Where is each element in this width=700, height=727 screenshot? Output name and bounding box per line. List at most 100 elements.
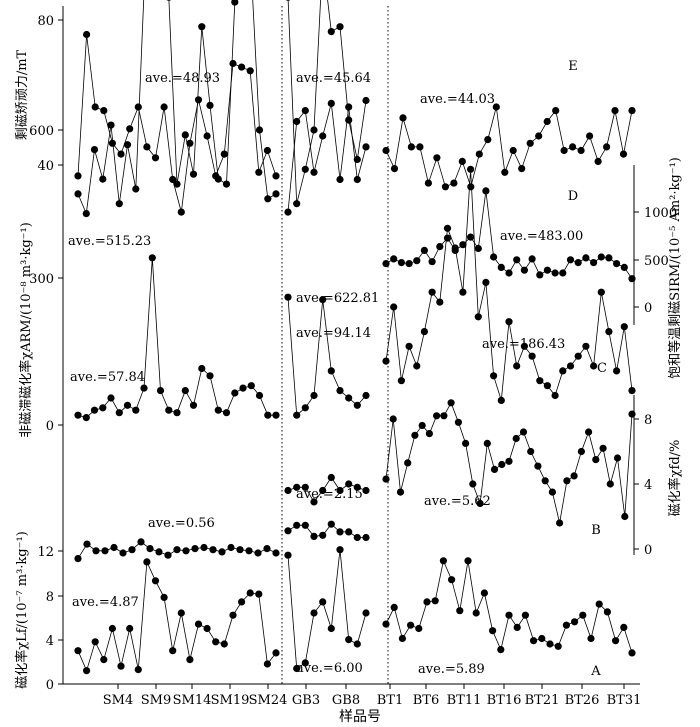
panel-c-average-label: ave.=57.84	[70, 370, 145, 385]
panel-e-data-point	[441, 183, 449, 191]
panel-e-data-point	[467, 183, 475, 191]
panel-c-series-line	[77, 257, 276, 419]
segment-dividers	[281, 6, 389, 684]
panel-b-data-point	[621, 512, 629, 521]
x-axis-label: 样品号	[339, 709, 381, 725]
panel-c-data-point	[285, 0, 291, 1]
panel-b-series-bt	[382, 399, 636, 527]
panel-c-data-point	[222, 409, 231, 417]
panel-d-data-point	[482, 187, 490, 195]
panel-e-data-point	[560, 146, 568, 155]
panel-d-data-point	[474, 244, 482, 253]
panel-c-series-sm-low	[74, 254, 280, 422]
panel-b-data-point	[534, 462, 542, 470]
panel-e-letter: E	[568, 59, 578, 74]
panel-d-average-label: ave.=483.00	[500, 229, 583, 244]
panel-a-data-point	[272, 649, 280, 657]
panel-e-data-point	[492, 103, 500, 111]
panel-e-series-bt	[382, 103, 636, 191]
panel-e-data-point	[382, 146, 390, 155]
panel-c-data-point	[420, 328, 428, 336]
panel-e-data-point	[475, 150, 483, 158]
panel-b-series-gb	[284, 473, 370, 506]
panel-a-data-point	[390, 603, 398, 612]
panel-b-data-point	[447, 399, 455, 407]
panel-a-data-point	[327, 520, 335, 528]
panel-e-data-point	[327, 99, 335, 107]
panel-b-data-point	[563, 477, 571, 485]
panel-b-data-point	[362, 486, 370, 495]
panel-d-data-point	[505, 269, 513, 277]
panel-c-data-point	[82, 210, 90, 218]
panel-c-data-point	[166, 0, 172, 1]
panel-a-y-axis-label: 磁化率χLf/(10⁻⁷ m³·kg⁻¹)	[14, 531, 30, 689]
panel-c-data-point	[536, 377, 544, 385]
panel-b-data-point	[585, 428, 593, 436]
panel-a-y-tick-label: 0	[46, 678, 54, 693]
panel-e-y-tick-label: 40	[37, 159, 54, 174]
panel-a-data-point	[456, 607, 464, 615]
panel-b-data-point	[462, 439, 470, 447]
panel-a-data-point	[227, 543, 235, 552]
panel-a-data-point	[263, 545, 271, 553]
x-tick-label: BT1	[377, 693, 404, 708]
panel-b-data-point	[310, 498, 318, 506]
panel-a-data-point	[143, 558, 151, 566]
panel-d-data-point	[443, 234, 452, 242]
panel-d-data-point	[428, 258, 436, 266]
panel-a-data-point	[521, 611, 530, 619]
x-tick-label: BT26	[565, 693, 600, 708]
panel-c-data-point	[173, 180, 181, 188]
panel-b-data-point	[476, 499, 484, 508]
panel-b-data-point	[599, 444, 607, 452]
panel-a-data-point	[126, 624, 134, 633]
panel-c-data-point	[467, 165, 475, 173]
panel-c-data-point	[206, 101, 214, 109]
panel-c-data-point	[490, 372, 498, 380]
panel-d-data-point	[520, 266, 529, 274]
panel-e-data-point	[169, 175, 177, 184]
panel-a-average-label: ave.=5.89	[418, 662, 485, 677]
panel-e-data-point	[151, 154, 160, 162]
panel-e-data-point	[543, 117, 551, 126]
panel-c-data-point	[382, 357, 390, 365]
panel-e-y-axis-label: 剩磁矫顽力/mT	[15, 49, 30, 140]
panel-b-data-point	[556, 519, 564, 527]
panel-e-data-point	[263, 146, 271, 155]
panel-a-data-point	[336, 528, 344, 536]
panel-c-data-point	[99, 404, 107, 412]
panel-c-data-point	[319, 296, 327, 304]
panel-a-data-point	[101, 547, 109, 555]
panel-c-data-point	[362, 391, 370, 400]
panel-c-data-point	[551, 391, 559, 400]
panel-b-y-tick-label: 8	[644, 413, 652, 428]
panel-e-data-point	[390, 165, 399, 173]
panel-c-average-label: ave.=186.43	[482, 337, 565, 352]
panel-e-data-point	[160, 103, 168, 111]
panel-e-average-label: ave.=44.03	[420, 92, 495, 107]
panel-e-data-point	[108, 139, 116, 147]
panel-a-data-point	[92, 547, 100, 555]
x-tick-label: GB3	[292, 693, 320, 708]
panel-a-data-point	[497, 646, 505, 654]
panel-a-data-point	[587, 634, 595, 643]
panel-c-data-point	[132, 406, 140, 414]
panel-a-data-point	[212, 638, 220, 646]
panel-d-data-point	[405, 260, 413, 268]
panel-b-data-point	[519, 428, 528, 436]
panel-a-data-point	[100, 656, 108, 664]
panel-c-data-point	[272, 190, 280, 198]
panel-a-data-point	[191, 545, 199, 553]
panel-e-series-gb	[284, 99, 370, 216]
panel-b-y-axis-label: 磁化率χfd/%	[667, 440, 683, 517]
panel-d-data-point	[390, 255, 398, 263]
panel-c-series-line	[287, 297, 367, 417]
panel-a-data-point	[218, 548, 226, 556]
panel-a-data-point	[310, 609, 318, 617]
panel-b-series-line	[287, 476, 367, 503]
panel-a-series-bt	[382, 557, 636, 657]
panel-c-data-point	[590, 362, 598, 370]
panel-e-data-point	[126, 125, 134, 133]
panel-e-data-point	[284, 208, 292, 216]
panel-c-data-point	[90, 406, 99, 414]
